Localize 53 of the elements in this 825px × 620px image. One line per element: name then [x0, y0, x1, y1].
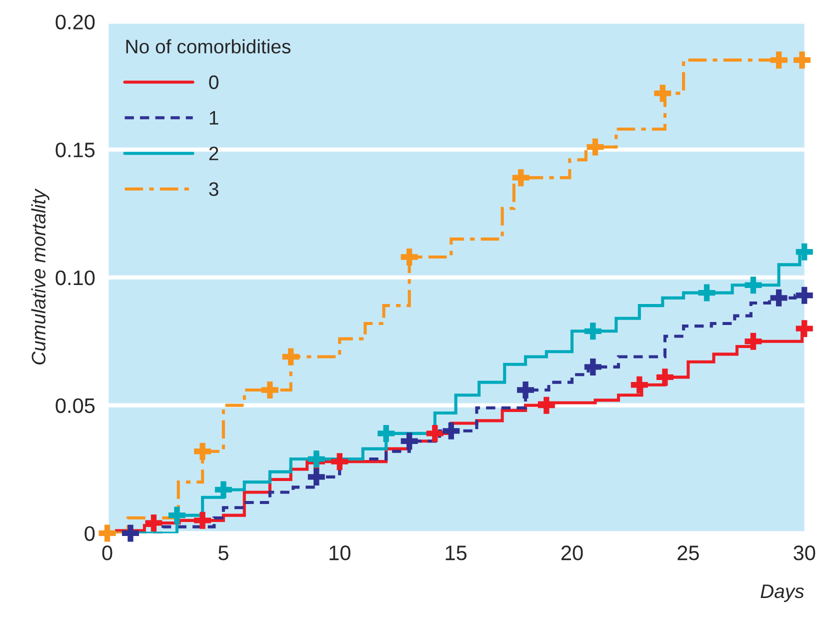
point [194, 442, 212, 460]
point [770, 289, 788, 306]
point [796, 320, 813, 338]
point [122, 524, 139, 542]
point [261, 381, 278, 398]
point [442, 422, 460, 440]
point [538, 396, 555, 414]
point [744, 332, 762, 350]
point [168, 506, 186, 524]
point [378, 424, 395, 442]
point [98, 524, 116, 542]
y-tick-label: 0.10 [56, 270, 95, 286]
point [796, 286, 813, 304]
legend-title: No of comorbidities [126, 39, 290, 54]
point [770, 52, 788, 69]
point [400, 432, 418, 450]
x-tick-label: 20 [561, 546, 583, 560]
x-tick-label: 10 [330, 546, 350, 560]
point [145, 514, 162, 532]
point [194, 512, 212, 529]
point [512, 169, 530, 186]
x-tick-label: 5 [218, 546, 228, 560]
y-axis-title: Cumulative mortality [31, 188, 50, 364]
legend-label: 3 [209, 182, 218, 196]
point [794, 52, 811, 69]
x-tick-label: 25 [678, 546, 699, 560]
y-tick-label: 0 [84, 526, 95, 541]
x-axis-title: Days [760, 584, 804, 602]
point [331, 453, 348, 470]
legend-label: 1 [210, 111, 218, 125]
point [656, 368, 674, 386]
x-tick-label: 30 [794, 546, 816, 560]
point [426, 424, 444, 442]
point [654, 84, 672, 102]
y-tick-label: 0.05 [56, 398, 95, 414]
point [584, 322, 602, 340]
y-tick-label: 0.15 [56, 142, 95, 158]
point [698, 284, 716, 302]
point [796, 243, 813, 260]
y-tick-label: 0.20 [56, 14, 95, 30]
point [630, 376, 648, 394]
point [517, 381, 534, 398]
point [282, 348, 300, 366]
point [744, 276, 762, 294]
x-tick-label: 15 [446, 546, 467, 560]
legend-label: 2 [209, 146, 218, 160]
point [214, 481, 232, 498]
x-tick-label: 0 [102, 546, 112, 560]
legend-label: 0 [209, 75, 218, 90]
point [308, 468, 325, 486]
point [586, 138, 604, 156]
point [584, 358, 602, 376]
point [400, 248, 418, 266]
